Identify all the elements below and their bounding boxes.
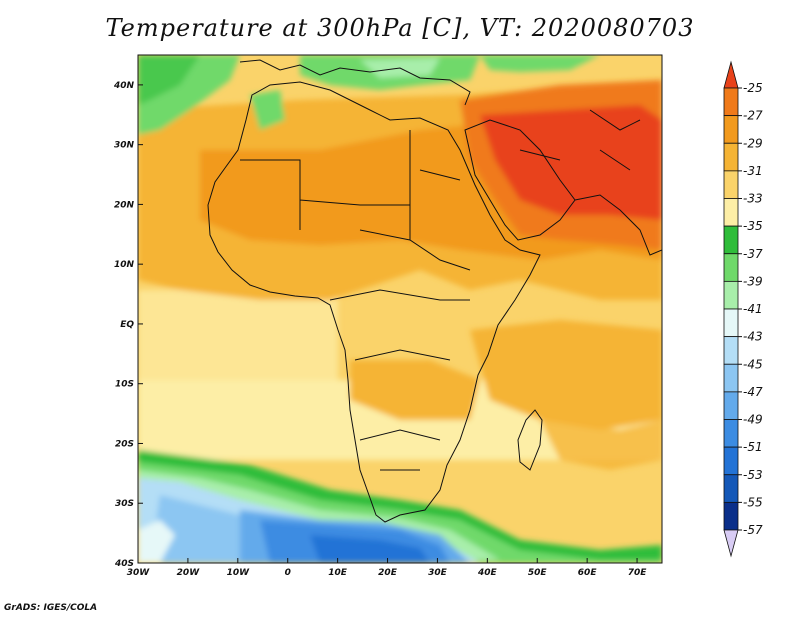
y-tick-label: EQ <box>120 320 134 330</box>
x-tick-label: 50E <box>528 568 548 578</box>
colorbar-segment <box>723 142 739 172</box>
colorbar-label: -41 <box>743 302 763 316</box>
x-tick-label: 60E <box>578 568 598 578</box>
colorbar-segment <box>723 198 739 227</box>
y-tick-label: 10S <box>115 380 134 390</box>
y-tick-label: 30S <box>115 499 134 509</box>
y-tick-label: 40N <box>113 81 135 91</box>
colorbar-segment <box>723 474 739 503</box>
colorbar-label: -55 <box>743 495 763 509</box>
colorbar-label: -33 <box>743 192 763 206</box>
colorbar-label: -43 <box>743 330 763 344</box>
x-tick-label: 40E <box>477 568 498 578</box>
colorbar-segment <box>723 391 739 420</box>
colorbar-segment <box>723 363 739 393</box>
x-tick-label: 70E <box>628 568 648 578</box>
colorbar-segment <box>723 115 739 144</box>
colorbar-label: -29 <box>743 136 763 150</box>
map-title: Temperature at 300hPa [C], VT: 202008070… <box>105 14 695 42</box>
map-frame <box>137 54 663 564</box>
x-tick-label: 20W <box>177 568 201 578</box>
y-tick-label: 10N <box>114 260 135 270</box>
x-tick-label: 10W <box>227 568 251 578</box>
asia-coastline <box>574 194 662 256</box>
colorbar-label: -51 <box>743 440 763 454</box>
europe-coastline <box>239 59 471 106</box>
colorbar-label: -31 <box>743 164 763 178</box>
colorbar-segment <box>723 446 739 476</box>
y-axis-ticks: 40S 30S 20S 10S EQ 10N 20N 30N 40N <box>113 81 143 569</box>
colorbar-segment <box>723 336 739 365</box>
colorbar-label: -57 <box>743 523 763 537</box>
temperature-field <box>138 55 662 563</box>
colorbar-top-arrow <box>723 60 739 89</box>
colorbar: -25 -27 -29 -31 -33 -35 -37 -39 -41 -43 -45 -47 -49 -… <box>723 60 763 558</box>
madagascar-coastline <box>517 409 543 471</box>
colorbar-segment <box>723 280 739 310</box>
x-tick-label: 10E <box>328 568 348 578</box>
colorbar-label: -39 <box>743 274 763 288</box>
colorbar-label: -37 <box>743 247 763 261</box>
colorbar-segment <box>723 225 739 255</box>
colorbar-label: -25 <box>743 81 763 95</box>
colorbar-bottom-arrow <box>723 529 739 558</box>
x-tick-label: 30W <box>127 568 151 578</box>
x-tick-label: 30E <box>428 568 448 578</box>
colorbar-label: -49 <box>743 413 763 427</box>
x-tick-label: 0 <box>285 568 291 578</box>
coastlines <box>207 59 662 523</box>
y-tick-label: 20S <box>115 439 134 449</box>
colorbar-segment <box>723 308 739 338</box>
x-axis-ticks: 30W 20W 10W 0 10E 20E 30E 40E 50E 60E 70E <box>127 558 647 578</box>
credit-label: GrADS: IGES/COLA <box>4 603 98 613</box>
colorbar-label: -53 <box>743 468 763 482</box>
colorbar-segment <box>723 501 739 531</box>
colorbar-segment <box>723 87 739 117</box>
colorbar-segment <box>723 253 739 282</box>
colorbar-label: -47 <box>743 385 763 399</box>
y-tick-label: 30N <box>114 141 135 151</box>
colorbar-label: -27 <box>743 109 763 123</box>
x-tick-label: 20E <box>378 568 398 578</box>
arabia-coastline <box>464 119 576 241</box>
colorbar-segment <box>723 419 739 448</box>
colorbar-label: -35 <box>743 219 763 233</box>
colorbar-label: -45 <box>743 357 763 371</box>
y-tick-label: 40S <box>114 559 134 569</box>
africa-coastline <box>207 81 541 523</box>
border-lines <box>240 109 641 471</box>
colorbar-segment <box>723 170 739 199</box>
y-tick-label: 20N <box>114 200 135 210</box>
